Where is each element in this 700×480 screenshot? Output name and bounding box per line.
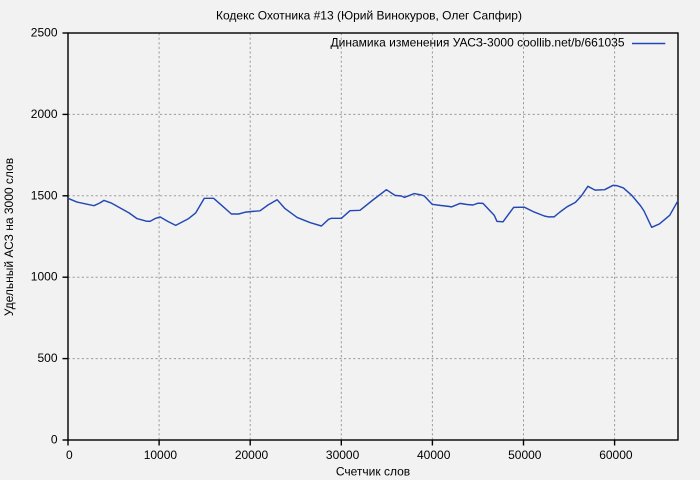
svg-text:Динамика изменения УАСЗ-3000 c: Динамика изменения УАСЗ-3000 coollib.net… (331, 35, 625, 49)
svg-text:20000: 20000 (235, 448, 269, 462)
svg-text:Счетчик слов: Счетчик слов (336, 465, 410, 479)
svg-text:10000: 10000 (144, 448, 178, 462)
svg-text:2000: 2000 (31, 107, 58, 121)
svg-text:2500: 2500 (31, 26, 58, 40)
svg-text:50000: 50000 (508, 448, 542, 462)
svg-text:40000: 40000 (417, 448, 451, 462)
svg-text:30000: 30000 (326, 448, 360, 462)
svg-text:60000: 60000 (599, 448, 633, 462)
svg-text:1000: 1000 (31, 270, 58, 284)
svg-text:0: 0 (51, 433, 58, 447)
svg-text:0: 0 (66, 448, 73, 462)
svg-text:500: 500 (37, 351, 57, 365)
svg-text:Удельный АСЗ на 3000 слов: Удельный АСЗ на 3000 слов (2, 158, 16, 316)
svg-text:Кодекс Охотника #13 (Юрий Вино: Кодекс Охотника #13 (Юрий Винокуров, Оле… (216, 9, 522, 23)
svg-text:1500: 1500 (31, 188, 58, 202)
